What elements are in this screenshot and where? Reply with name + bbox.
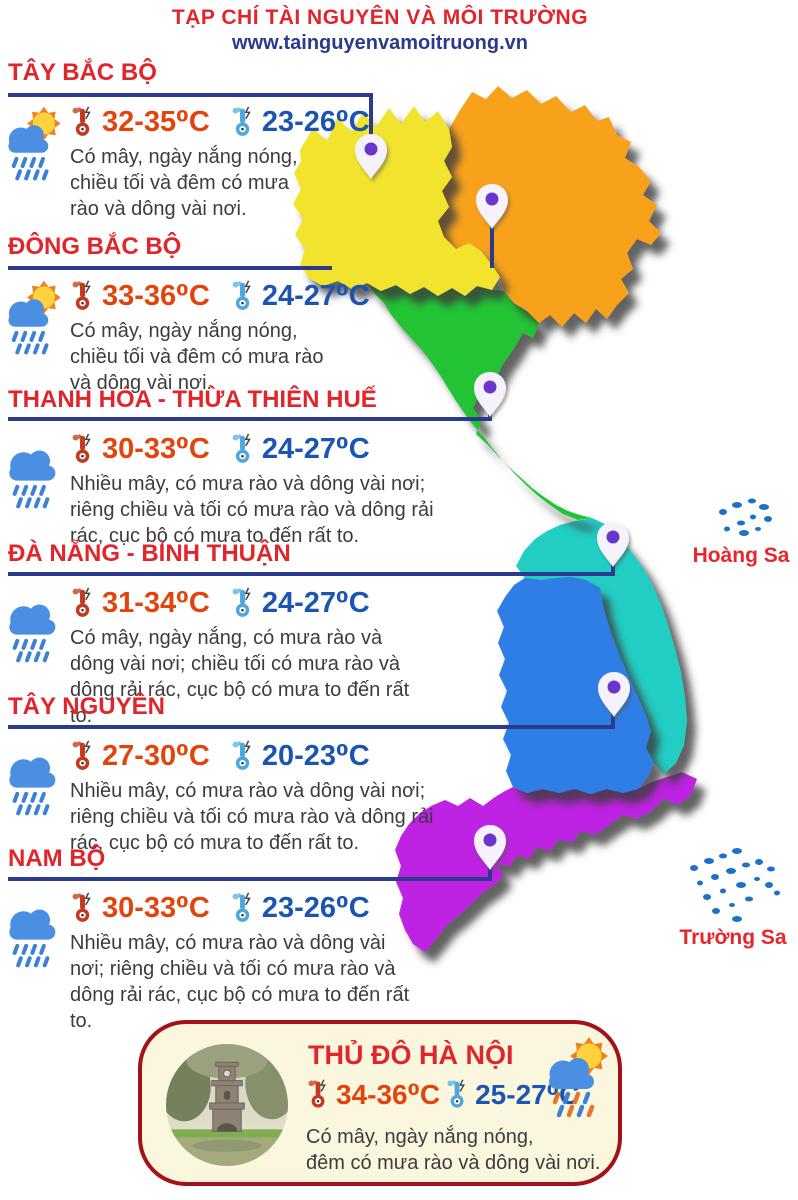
region-block-thanh-hoa-hue: THANH HÓA - THỪA THIÊN HUẾ 30-33⁰C bbox=[8, 386, 478, 548]
temperature-row: 32-35⁰C 23-26⁰C bbox=[70, 104, 370, 139]
thermometer-hot-icon bbox=[72, 433, 91, 463]
forecast-text: Có mây, ngày nắng nóng, chiều tối và đêm… bbox=[70, 320, 324, 394]
sun-cloud-rain-icon bbox=[4, 104, 66, 189]
region-title: THANH HÓA - THỪA THIÊN HUẾ bbox=[8, 386, 377, 413]
thermometer-cold-icon bbox=[232, 740, 251, 770]
temp-high: 32-35⁰C bbox=[102, 106, 210, 138]
temp-high: 33-36⁰C bbox=[102, 280, 210, 312]
truong-sa-islands bbox=[690, 848, 780, 922]
hoang-sa-label: Hoàng Sa bbox=[693, 544, 790, 567]
map-region-da-nang-binh-thuan bbox=[516, 518, 687, 774]
forecast-text: Có mây, ngày nắng, có mưa rào và dông và… bbox=[70, 627, 410, 727]
temperature-row: 31-34⁰C 24-27⁰C bbox=[70, 585, 370, 620]
temperature-row: 33-36⁰C 24-27⁰C bbox=[70, 278, 370, 313]
header: TẠP CHÍ TÀI NGUYÊN VÀ MÔI TRƯỜNG www.tai… bbox=[0, 6, 760, 55]
temp-high: 34-36⁰C bbox=[336, 1079, 441, 1110]
temperature-row: 34-36⁰C 25-27⁰C bbox=[306, 1078, 579, 1111]
temp-high: 27-30⁰C bbox=[102, 740, 210, 772]
capital-title: THỦ ĐÔ HÀ NỘI bbox=[308, 1040, 514, 1070]
truong-sa-label: Trường Sa bbox=[679, 926, 786, 949]
region-title: ĐÔNG BẮC BỘ bbox=[8, 233, 182, 260]
forecast-text: Nhiều mây, có mưa rào và dông vài nơi; r… bbox=[70, 473, 434, 547]
thermometer-cold-icon bbox=[232, 433, 251, 463]
thermometer-cold-icon bbox=[232, 106, 251, 136]
thermometer-cold-icon bbox=[232, 587, 251, 617]
forecast-text: Có mây, ngày nắng nóng, chiều tối và đêm… bbox=[70, 146, 298, 220]
temp-low: 23-26⁰C bbox=[261, 892, 370, 924]
region-block-da-nang-binh-thuan: ĐÀ NẴNG - BÌNH THUẬN 31-34⁰C bbox=[8, 540, 478, 728]
temperature-row: 27-30⁰C 20-23⁰C bbox=[70, 738, 370, 773]
temp-high: 30-33⁰C bbox=[102, 892, 210, 924]
thermometer-hot-icon bbox=[308, 1079, 326, 1109]
map-region-thanh-hoa-hue bbox=[367, 283, 592, 520]
region-title: ĐÀ NẴNG - BÌNH THUẬN bbox=[8, 540, 291, 567]
region-block-dong-bac-bo: ĐÔNG BẮC BỘ 33-36⁰C bbox=[8, 233, 478, 395]
region-title: TÂY BẮC BỘ bbox=[8, 59, 157, 86]
pin-thanh-hoa-hue bbox=[474, 372, 506, 417]
temp-low: 23-26⁰C bbox=[261, 106, 370, 138]
region-title: TÂY NGUYÊN bbox=[8, 693, 165, 720]
map-region-tay-nguyen bbox=[497, 577, 654, 794]
turtle-tower-photo bbox=[166, 1044, 288, 1166]
thermometer-hot-icon bbox=[72, 740, 91, 770]
cloud-rain-icon bbox=[4, 439, 66, 524]
temperature-row: 30-33⁰C 23-26⁰C bbox=[70, 890, 370, 925]
map-region-nam-bo bbox=[395, 772, 697, 952]
temp-low: 24-27⁰C bbox=[261, 587, 370, 619]
temp-low: 24-27⁰C bbox=[261, 433, 370, 465]
map-region-tay-bac-bo bbox=[293, 106, 500, 296]
region-block-tay-nguyen: TÂY NGUYÊN 27-30⁰C bbox=[8, 693, 478, 855]
forecast-text: Nhiều mây, có mưa rào và dông vài nơi; r… bbox=[70, 780, 434, 854]
sun-cloud-rain-icon bbox=[544, 1034, 614, 1129]
temp-low: 24-27⁰C bbox=[261, 280, 370, 312]
thermometer-hot-icon bbox=[72, 106, 91, 136]
magazine-title: TẠP CHÍ TÀI NGUYÊN VÀ MÔI TRƯỜNG bbox=[171, 6, 589, 29]
region-block-nam-bo: NAM BỘ 30-33⁰C bbox=[8, 845, 478, 1033]
hoang-sa-islands bbox=[719, 498, 772, 536]
forecast-text: Có mây, ngày nắng nóng, đêm có mưa rào v… bbox=[306, 1126, 601, 1174]
region-block-tay-bac-bo: TÂY BẮC BỘ 32-35⁰C bbox=[8, 59, 478, 221]
cloud-rain-icon bbox=[4, 746, 66, 831]
thermometer-cold-icon bbox=[232, 892, 251, 922]
hanoi-forecast-card: THỦ ĐÔ HÀ NỘI 34-36⁰C 25-27⁰C Có mây, ng… bbox=[138, 1020, 622, 1186]
cloud-rain-icon bbox=[4, 898, 66, 983]
temperature-row: 30-33⁰C 24-27⁰C bbox=[70, 431, 370, 466]
cloud-rain-icon bbox=[4, 593, 66, 678]
forecast-text: Nhiều mây, có mưa rào và dông vài nơi; r… bbox=[70, 932, 410, 1032]
temp-low: 20-23⁰C bbox=[261, 740, 370, 772]
thermometer-hot-icon bbox=[72, 280, 91, 310]
thermometer-cold-icon bbox=[447, 1079, 466, 1109]
temp-high: 30-33⁰C bbox=[102, 433, 210, 465]
thermometer-cold-icon bbox=[232, 280, 251, 310]
temp-high: 31-34⁰C bbox=[102, 587, 210, 619]
sun-cloud-rain-icon bbox=[4, 278, 66, 363]
thermometer-hot-icon bbox=[72, 892, 91, 922]
website-url: www.tainguyenvamoitruong.vn bbox=[232, 32, 528, 54]
thermometer-hot-icon bbox=[72, 587, 91, 617]
region-title: NAM BỘ bbox=[8, 845, 106, 872]
